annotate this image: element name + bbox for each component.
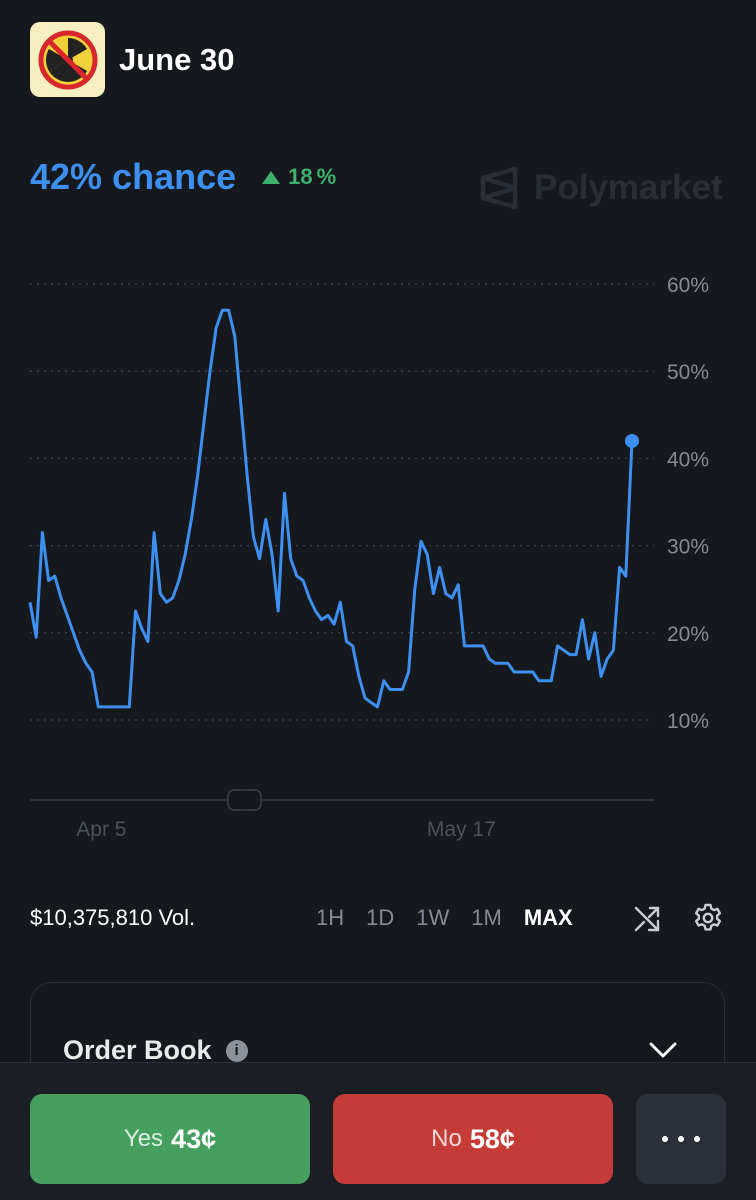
watermark-text: Polymarket xyxy=(534,168,723,207)
trade-bar: Yes 43¢ No 58¢ xyxy=(0,1062,756,1200)
shuffle-icon[interactable] xyxy=(632,902,664,934)
no-label: No xyxy=(431,1125,462,1152)
no-nuclear-icon xyxy=(30,22,105,97)
yes-price: 43¢ xyxy=(171,1123,217,1154)
info-icon[interactable]: i xyxy=(225,1039,248,1062)
y-tick-label: 50% xyxy=(667,361,709,384)
chance-delta: 18 % xyxy=(262,164,336,190)
y-axis-ticks: 60% 50% 40% 30% 20% 10% xyxy=(667,274,709,733)
time-range-tabs: 1H 1D 1W 1M MAX xyxy=(316,896,595,940)
buy-no-button[interactable]: No 58¢ xyxy=(333,1094,613,1184)
delta-unit: % xyxy=(316,164,337,189)
delta-value: 18 xyxy=(288,164,313,189)
chevron-down-icon[interactable] xyxy=(648,1041,678,1059)
no-price: 58¢ xyxy=(469,1123,515,1154)
range-tab-1w[interactable]: 1W xyxy=(416,905,450,930)
order-book-label: Order Book xyxy=(63,1035,212,1065)
volume-text: $10,375,810 Vol. xyxy=(30,905,196,930)
y-tick-label: 60% xyxy=(667,274,709,297)
chart-controls: $10,375,810 Vol. 1H 1D 1W 1M MAX xyxy=(30,896,730,940)
price-chart[interactable]: 60% 50% 40% 30% 20% 10% Apr 5 May 17 xyxy=(0,250,756,860)
order-book-title: Order Book i xyxy=(63,1035,248,1066)
chance-row: 42% chance 18 % xyxy=(30,156,336,198)
more-dots-icon xyxy=(657,1136,705,1142)
y-tick-label: 30% xyxy=(667,536,709,559)
market-title: June 30 xyxy=(119,41,235,77)
x-axis-ticks: Apr 5 May 17 xyxy=(76,818,495,841)
range-tab-max[interactable]: MAX xyxy=(523,905,573,930)
y-tick-label: 10% xyxy=(667,710,709,733)
polymarket-watermark: Polymarket xyxy=(480,166,723,210)
range-tab-1m[interactable]: 1M xyxy=(471,905,502,930)
range-tab-1h[interactable]: 1H xyxy=(316,905,345,930)
series-end-point xyxy=(625,433,639,448)
range-handle[interactable] xyxy=(227,789,262,811)
yes-label: Yes xyxy=(123,1125,164,1152)
polymarket-logo-icon xyxy=(480,166,518,210)
arrow-up-icon xyxy=(262,170,281,184)
market-header: June 30 xyxy=(30,22,234,97)
range-tab-1d[interactable]: 1D xyxy=(366,905,395,930)
x-tick-label: May 17 xyxy=(427,818,496,841)
gear-icon[interactable] xyxy=(692,902,724,934)
buy-yes-button[interactable]: Yes 43¢ xyxy=(30,1094,310,1184)
x-tick-label: Apr 5 xyxy=(76,818,126,841)
chart-grid xyxy=(30,283,654,721)
chance-value: 42% chance xyxy=(30,156,237,197)
y-tick-label: 40% xyxy=(667,448,709,471)
more-options-button[interactable] xyxy=(636,1094,726,1184)
y-tick-label: 20% xyxy=(667,623,709,646)
series-line xyxy=(28,308,634,709)
